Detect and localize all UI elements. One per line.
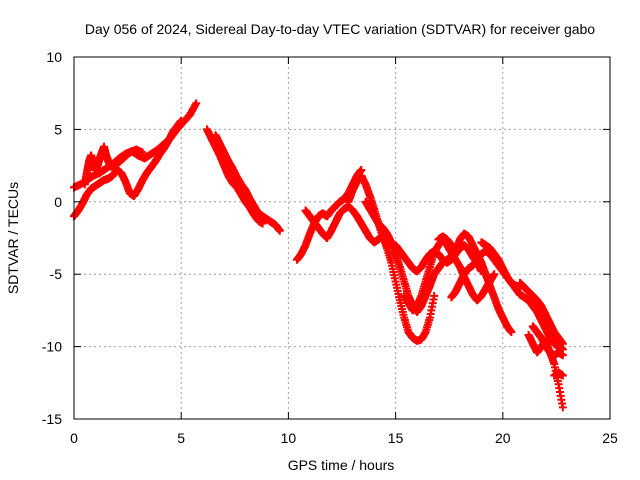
chart-title: Day 056 of 2024, Sidereal Day-to-day VTE…	[85, 21, 595, 37]
series-track	[528, 322, 567, 360]
series-track	[434, 229, 516, 337]
data-point	[258, 219, 267, 228]
y-tick-label: -5	[50, 266, 63, 282]
x-tick-label: 5	[177, 430, 185, 446]
x-tick-labels: 0 5 10 15 20 25	[70, 430, 618, 446]
data-point	[430, 291, 439, 300]
series-track	[202, 125, 267, 228]
y-tick-labels: 10 5 0 -5 -10 -15	[42, 49, 62, 427]
series-track	[550, 368, 567, 380]
x-tick-label: 15	[388, 430, 404, 446]
x-tick-label: 10	[281, 430, 297, 446]
y-tick-label: 5	[54, 121, 62, 137]
axis-ticks	[73, 56, 611, 420]
series-track	[70, 116, 186, 221]
y-tick-label: 10	[46, 49, 62, 65]
series-track	[515, 278, 567, 348]
data-point	[558, 339, 567, 348]
y-tick-label: 0	[54, 194, 62, 210]
grid-lines	[74, 57, 610, 419]
data-point	[138, 148, 147, 157]
x-tick-label: 25	[602, 430, 618, 446]
data-point	[192, 99, 201, 108]
data-point	[490, 270, 499, 279]
y-tick-label: -10	[42, 339, 62, 355]
series-track	[400, 235, 499, 315]
data-point	[507, 328, 516, 337]
y-tick-label: -15	[42, 411, 62, 427]
data-point	[275, 226, 284, 235]
series-track	[211, 131, 284, 235]
data-point	[558, 351, 567, 360]
series-track	[80, 142, 147, 189]
series-track	[477, 238, 567, 354]
plot-frame	[73, 56, 611, 420]
x-tick-label: 20	[495, 430, 511, 446]
data-point	[177, 116, 186, 125]
x-axis-label: GPS time / hours	[288, 457, 395, 473]
data-point	[558, 403, 567, 412]
y-axis-label: SDTVAR / TECUs	[5, 182, 21, 294]
data-point	[558, 371, 567, 380]
data-points	[70, 99, 567, 412]
x-tick-label: 0	[70, 430, 78, 446]
